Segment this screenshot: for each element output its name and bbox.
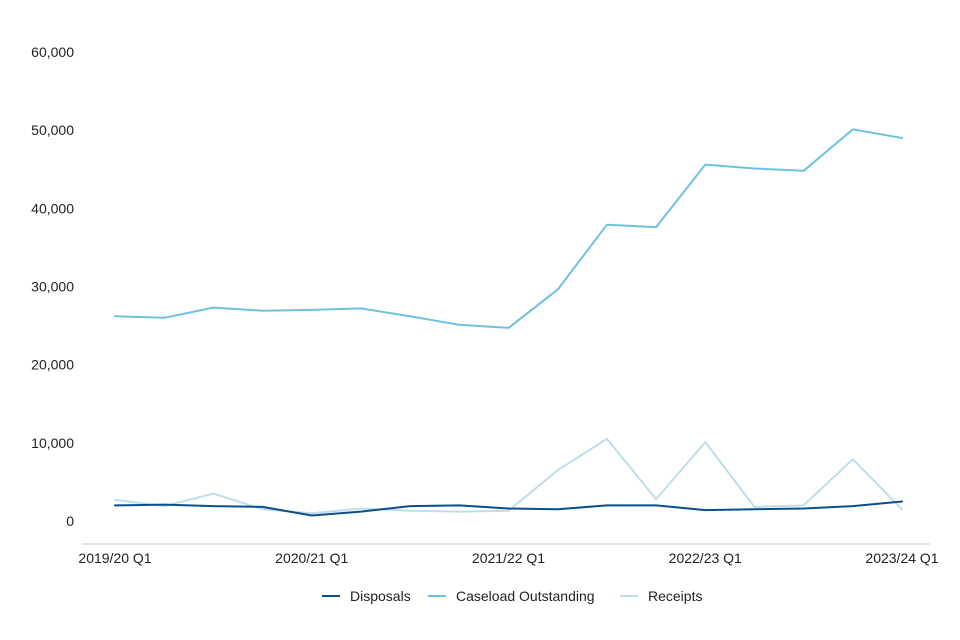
y-tick-label: 60,000 xyxy=(31,44,74,60)
series-lines xyxy=(114,128,903,517)
y-tick-label: 30,000 xyxy=(31,279,74,295)
legend-label: Receipts xyxy=(648,588,702,604)
legend-item-receipts: Receipts xyxy=(620,588,702,604)
legend-item-caseload-outstanding: Caseload Outstanding xyxy=(428,588,595,604)
legend: Disposals Caseload Outstanding Receipts xyxy=(322,588,702,604)
series-line-disposals xyxy=(114,500,903,517)
x-axis-tick-labels: 2019/20 Q1 2020/21 Q1 2021/22 Q1 2022/23 Q1… xyxy=(78,550,938,566)
x-tick-label: 2020/21 Q1 xyxy=(275,550,348,566)
legend-label: Caseload Outstanding xyxy=(456,588,595,604)
legend-label: Disposals xyxy=(350,588,411,604)
x-tick-label: 2022/23 Q1 xyxy=(669,550,742,566)
x-tick-label: 2019/20 Q1 xyxy=(78,550,151,566)
legend-item-disposals: Disposals xyxy=(322,588,411,604)
series-line-receipts xyxy=(114,437,903,515)
x-tick-label: 2023/24 Q1 xyxy=(865,550,938,566)
y-tick-label: 50,000 xyxy=(31,122,74,138)
y-tick-label: 10,000 xyxy=(31,435,74,451)
y-axis-tick-labels: 0 10,000 20,000 30,000 40,000 50,000 60,000 xyxy=(31,44,74,529)
y-tick-label: 0 xyxy=(66,513,74,529)
x-tick-label: 2021/22 Q1 xyxy=(472,550,545,566)
y-tick-label: 20,000 xyxy=(31,357,74,373)
series-line-caseload-outstanding xyxy=(114,128,903,329)
y-tick-label: 40,000 xyxy=(31,200,74,216)
